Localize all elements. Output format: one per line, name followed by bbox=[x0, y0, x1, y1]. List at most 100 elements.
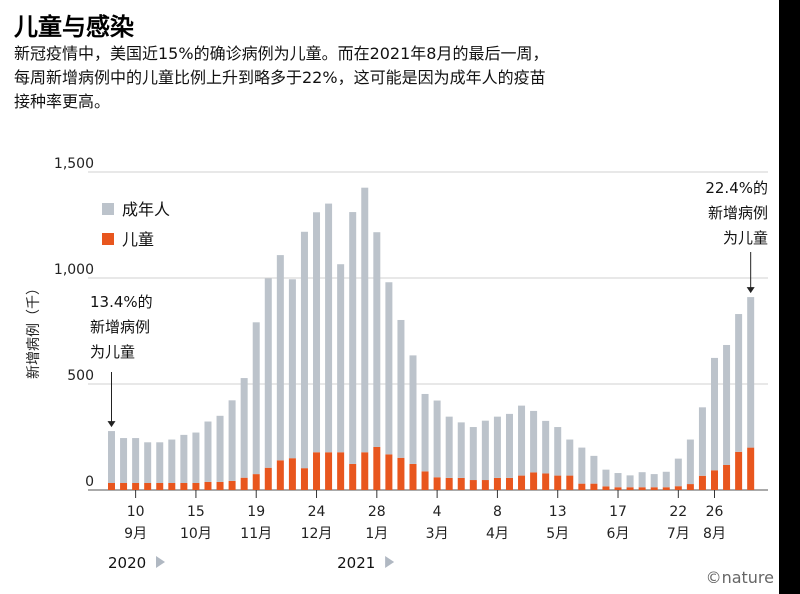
bar-adults bbox=[469, 427, 477, 481]
bar-children bbox=[433, 477, 441, 490]
bar-children bbox=[361, 452, 369, 490]
bar-children bbox=[156, 483, 164, 490]
nature-credit: ©nature bbox=[706, 568, 774, 587]
bar-children bbox=[349, 463, 357, 490]
bar-adults bbox=[216, 415, 224, 482]
bar-adults bbox=[590, 455, 598, 484]
y-tick-label: 1,000 bbox=[54, 262, 94, 278]
bar-adults bbox=[735, 314, 743, 452]
bar-adults bbox=[120, 438, 128, 484]
x-tick-month: 1月 bbox=[365, 526, 388, 542]
bar-children bbox=[132, 483, 140, 490]
x-tick-day: 4 bbox=[433, 504, 442, 520]
annotation-start-line-3: 为儿童 bbox=[90, 343, 135, 361]
chart-subtitle: 新冠疫情中，美国近15%的确诊病例为儿童。而在2021年8月的最后一周，每周新增… bbox=[14, 44, 549, 111]
x-tick-day: 10 bbox=[127, 504, 145, 520]
bar-children bbox=[204, 481, 212, 490]
bar-children bbox=[445, 477, 453, 490]
bar-children bbox=[228, 480, 236, 490]
bar-children bbox=[240, 477, 248, 490]
bar-adults bbox=[228, 400, 236, 481]
bar-adults bbox=[409, 355, 417, 464]
x-tick-month: 9月 bbox=[124, 526, 147, 542]
bar-adults bbox=[723, 344, 731, 465]
bar-adults bbox=[698, 407, 706, 476]
x-tick-month: 7月 bbox=[667, 526, 690, 542]
annotation-arrow-icon bbox=[107, 421, 116, 428]
annotation-end: 22.4%的 新增病例 为儿童 bbox=[705, 179, 768, 247]
bar-adults bbox=[252, 322, 260, 475]
bar-adults bbox=[674, 458, 682, 487]
y-tick-label: 0 bbox=[85, 474, 94, 490]
bar-adults bbox=[337, 264, 345, 453]
bar-adults bbox=[542, 420, 550, 474]
bar-adults bbox=[505, 413, 513, 478]
x-tick-day: 17 bbox=[609, 504, 627, 520]
bar-adults bbox=[144, 442, 152, 484]
bar-children bbox=[120, 483, 128, 490]
bar-adults bbox=[325, 203, 333, 453]
annotation-start-line-1: 13.4%的 bbox=[90, 293, 153, 311]
bar-children bbox=[385, 454, 393, 490]
bar-adults bbox=[638, 472, 646, 488]
bar-adults bbox=[168, 439, 176, 484]
bar-adults bbox=[276, 255, 284, 461]
bar-children bbox=[518, 475, 526, 490]
bar-adults bbox=[373, 232, 381, 447]
bar-adults bbox=[385, 282, 393, 455]
x-tick-month: 10月 bbox=[180, 526, 212, 542]
bar-children bbox=[542, 473, 550, 490]
bar-adults bbox=[361, 187, 369, 453]
bar-children bbox=[144, 483, 152, 490]
bar-adults bbox=[481, 420, 489, 481]
bar-adults bbox=[313, 212, 321, 453]
bar-children bbox=[313, 452, 321, 490]
x-tick-month: 8月 bbox=[703, 526, 726, 542]
bar-children bbox=[288, 458, 296, 490]
bar-adults bbox=[288, 279, 296, 459]
x-tick-day: 13 bbox=[549, 504, 567, 520]
bar-adults bbox=[578, 447, 586, 484]
bar-adults bbox=[433, 400, 441, 478]
bar-children bbox=[723, 464, 731, 490]
bar-children bbox=[457, 477, 465, 490]
x-tick-day: 8 bbox=[493, 504, 502, 520]
bar-children bbox=[747, 447, 755, 490]
bar-adults bbox=[650, 474, 658, 488]
bar-adults bbox=[264, 278, 272, 468]
annotation-start-line-2: 新增病例 bbox=[90, 318, 150, 336]
x-tick-day: 19 bbox=[247, 504, 265, 520]
bar-children bbox=[469, 480, 477, 490]
y-tick-label: 1,500 bbox=[54, 156, 94, 172]
year-label: 2021 bbox=[337, 554, 375, 572]
bar-adults bbox=[554, 427, 562, 476]
x-tick-month: 5月 bbox=[546, 526, 569, 542]
x-tick-day: 22 bbox=[669, 504, 687, 520]
bar-children bbox=[674, 486, 682, 490]
legend-label-children: 儿童 bbox=[122, 230, 154, 249]
year-label: 2020 bbox=[108, 554, 146, 572]
bar-children bbox=[276, 460, 284, 490]
bar-children bbox=[168, 483, 176, 490]
bar-children bbox=[180, 483, 188, 490]
bar-adults bbox=[445, 416, 453, 478]
bar-children bbox=[662, 487, 670, 490]
bar-adults bbox=[300, 231, 308, 469]
bar-adults bbox=[349, 212, 357, 464]
bar-adults bbox=[192, 432, 200, 484]
bar-adults bbox=[530, 410, 538, 473]
bar-children bbox=[614, 487, 622, 490]
bar-children bbox=[711, 470, 718, 490]
bar-adults bbox=[457, 422, 465, 478]
year-arrow-icon bbox=[385, 556, 395, 568]
annotation-start: 13.4%的 新增病例 为儿童 bbox=[90, 293, 153, 361]
annotation-end-line-2: 新增病例 bbox=[708, 204, 768, 222]
y-axis-label: 新增病例（千） bbox=[26, 281, 42, 379]
legend-swatch-children bbox=[102, 233, 114, 245]
bar-children bbox=[554, 475, 562, 490]
bar-children bbox=[192, 483, 200, 490]
x-tick-day: 15 bbox=[187, 504, 205, 520]
bar-adults bbox=[518, 405, 526, 476]
bar-adults bbox=[686, 439, 694, 485]
